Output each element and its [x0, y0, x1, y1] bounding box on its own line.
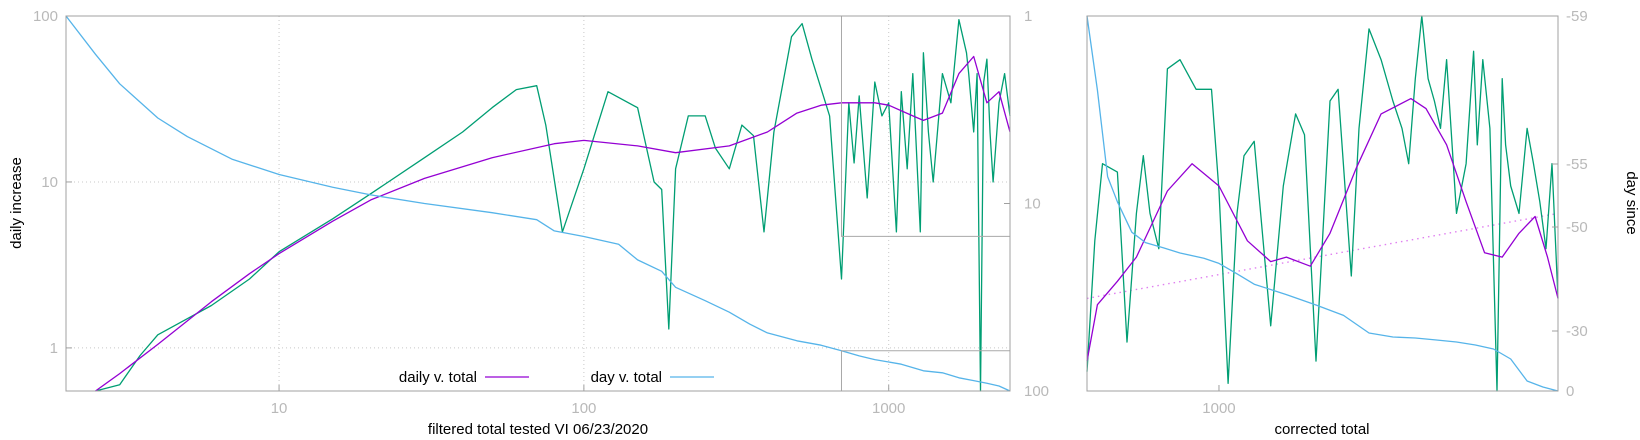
- right-series: [1086, 15, 1559, 392]
- right-ticks: 1000 -59 -55 -50 -30 0: [1202, 8, 1587, 417]
- left-y2-tick-label-1: 10: [1024, 196, 1041, 213]
- left-ticks: 10 100 1000 1 10 100 1 10 100: [33, 8, 1049, 417]
- right-y2-tick-label-4: 0: [1566, 383, 1574, 400]
- left-panel: 10 100 1000 1 10 100 1 10 100 daily increase fil…: [8, 8, 1049, 438]
- right-x-tick-label-0: 1000: [1202, 400, 1235, 417]
- right-series-line-2: [1086, 212, 1559, 300]
- left-series: [65, 15, 1011, 392]
- left-y-axis-label: daily increase: [8, 157, 25, 249]
- left-grid: [66, 15, 1010, 391]
- left-y-tick-label-0: 1: [50, 340, 58, 357]
- left-y-tick-label-2: 100: [33, 8, 58, 25]
- right-series-line-3: [1086, 15, 1559, 392]
- legend-label-daily: daily v. total: [399, 369, 477, 386]
- left-series-line-1: [95, 19, 1011, 392]
- right-series-line-1: [1086, 15, 1559, 392]
- right-y2-tick-label-0: -59: [1566, 8, 1588, 25]
- right-y2-tick-label-1: -55: [1566, 156, 1588, 173]
- left-series-line-2: [65, 15, 1011, 392]
- left-x-tick-label-0: 10: [271, 400, 288, 417]
- legend: daily v. total day v. total: [399, 369, 714, 386]
- left-plot-frame: [65, 15, 1011, 392]
- left-series-line-0: [95, 55, 1011, 392]
- left-y2-tick-label-2: 100: [1024, 383, 1049, 400]
- left-x-tick-label-2: 1000: [872, 400, 905, 417]
- legend-label-day: day v. total: [591, 369, 662, 386]
- right-y2-axis-label: day since: [1623, 171, 1640, 234]
- right-series-line-0: [1086, 97, 1559, 362]
- right-x-axis-label: corrected total: [1274, 421, 1369, 438]
- left-x-tick-label-1: 100: [571, 400, 596, 417]
- right-panel: 1000 -59 -55 -50 -30 0 corrected total day si…: [1086, 8, 1640, 438]
- left-y-tick-label-1: 10: [41, 174, 58, 191]
- right-y2-tick-label-3: -30: [1566, 323, 1588, 340]
- left-inset-upper-box: [840, 15, 1011, 237]
- left-x-axis-label: filtered total tested VI 06/23/2020: [428, 421, 648, 438]
- right-y2-tick-label-2: -50: [1566, 219, 1588, 236]
- right-plot-frame: [1086, 15, 1559, 392]
- left-y2-tick-label-0: 1: [1024, 8, 1032, 25]
